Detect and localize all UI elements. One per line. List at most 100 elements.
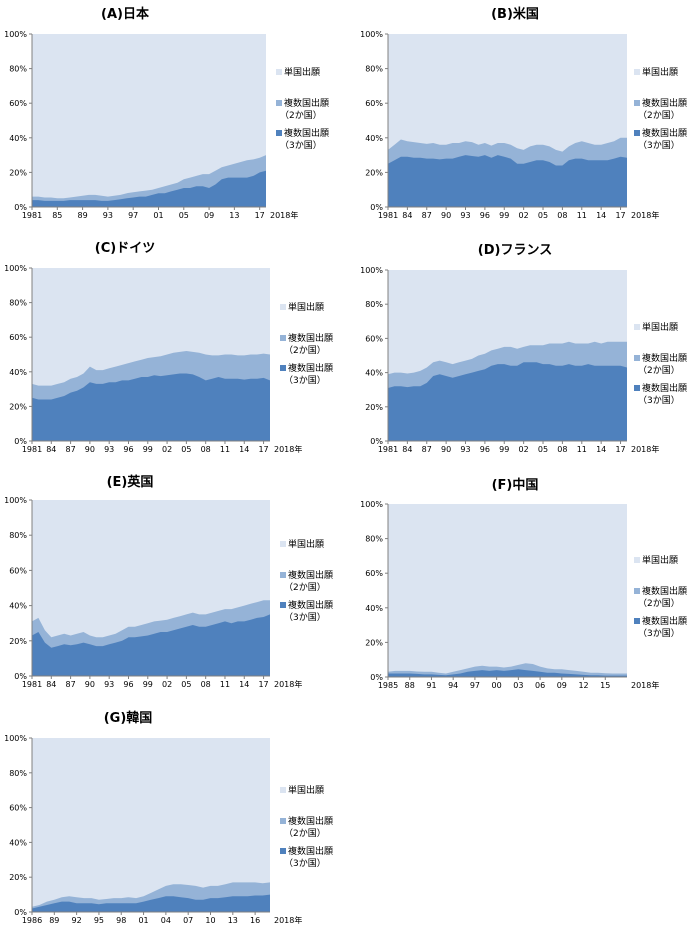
- x-tick-label: 1981: [378, 445, 398, 454]
- single-area: [388, 504, 627, 677]
- legend-swatch-single: [280, 787, 286, 793]
- legend-swatch-multi3: [634, 618, 640, 624]
- legend-swatch-multi3: [634, 385, 640, 391]
- x-tick-label: 02: [519, 445, 529, 454]
- x-tick-label: 87: [422, 211, 432, 220]
- series-multi2-area: [388, 663, 627, 677]
- x-tick-label: 06: [535, 681, 545, 690]
- x-tick-label: 08: [201, 445, 211, 454]
- x-tick-label: 08: [557, 445, 567, 454]
- y-tick-label: 20%: [365, 403, 383, 412]
- legend-swatch-single: [634, 69, 640, 75]
- x-tick-label: 14: [596, 211, 606, 220]
- x-tick-label: 07: [183, 916, 193, 925]
- x-tick-label: 99: [499, 211, 509, 220]
- x-tick-label: 08: [201, 680, 211, 689]
- y-tick-label: 100%: [4, 496, 27, 505]
- chart-title: (B)米国: [491, 6, 539, 22]
- y-tick-label: 60%: [365, 569, 383, 578]
- y-tick-label: 100%: [4, 30, 27, 39]
- y-tick-label: 60%: [365, 334, 383, 343]
- legend-multi2: 複数国出願: [288, 569, 333, 581]
- x-tick-label: 02: [162, 445, 172, 454]
- y-tick-label: 0%: [370, 437, 383, 446]
- legend-swatch-single: [276, 69, 282, 75]
- x-end-label: 2018年: [631, 210, 659, 220]
- x-tick-label: 11: [577, 211, 587, 220]
- x-tick-label: 87: [422, 445, 432, 454]
- legend-swatch-multi2: [634, 588, 640, 594]
- x-tick-label: 17: [615, 211, 625, 220]
- x-tick-label: 16: [250, 916, 260, 925]
- x-tick-label: 02: [162, 680, 172, 689]
- y-tick-label: 80%: [365, 300, 383, 309]
- x-tick-label: 89: [49, 916, 59, 925]
- y-tick-label: 0%: [370, 203, 383, 212]
- legend-multi2: 複数国出願: [288, 815, 333, 827]
- y-tick-label: 0%: [14, 203, 27, 212]
- y-tick-label: 20%: [9, 873, 27, 882]
- legend-multi3-sub: （3か国）: [284, 858, 326, 869]
- chart-panel-2: (C)ドイツ 0% 20% 40% 60% 80% 100% 1981 84 87 90 93 96 99…: [4, 241, 333, 454]
- x-tick-label: 93: [103, 211, 113, 220]
- x-tick-label: 99: [143, 680, 153, 689]
- x-end-label: 2018年: [274, 915, 302, 925]
- y-tick-label: 40%: [9, 134, 27, 143]
- legend-swatch-multi3: [280, 365, 286, 371]
- x-end-label: 2018年: [270, 210, 298, 220]
- x-tick-label: 14: [239, 680, 249, 689]
- x-tick-label: 90: [85, 445, 95, 454]
- y-tick-label: 40%: [365, 369, 383, 378]
- x-tick-label: 08: [557, 211, 567, 220]
- x-tick-label: 17: [615, 445, 625, 454]
- legend-single: 単国出願: [642, 321, 678, 333]
- legend-single: 単国出願: [284, 66, 320, 78]
- chart-title: (C)ドイツ: [95, 241, 155, 256]
- x-tick-label: 1981: [378, 211, 398, 220]
- x-tick-label: 05: [181, 680, 191, 689]
- x-tick-label: 99: [499, 445, 509, 454]
- x-tick-label: 93: [104, 680, 114, 689]
- series-multi3-area: [32, 894, 270, 912]
- x-tick-label: 04: [161, 916, 171, 925]
- x-tick-label: 1981: [22, 211, 42, 220]
- y-tick-label: 20%: [365, 638, 383, 647]
- legend-single: 単国出願: [288, 538, 324, 550]
- x-tick-label: 13: [228, 916, 238, 925]
- y-tick-label: 100%: [360, 500, 383, 509]
- y-tick-label: 60%: [365, 99, 383, 108]
- x-tick-label: 17: [255, 211, 265, 220]
- single-area: [32, 738, 270, 912]
- x-tick-label: 14: [239, 445, 249, 454]
- x-tick-label: 92: [72, 916, 82, 925]
- legend-swatch-multi3: [280, 602, 286, 608]
- y-tick-label: 40%: [365, 134, 383, 143]
- legend-swatch-single: [634, 557, 640, 563]
- legend-single: 単国出願: [288, 784, 324, 796]
- legend-multi2: 複数国出願: [642, 97, 687, 109]
- x-tick-label: 05: [538, 445, 548, 454]
- legend-single: 単国出願: [642, 66, 678, 78]
- x-tick-label: 11: [220, 680, 230, 689]
- chart-panel-6: (G)韓国 0% 20% 40% 60% 80% 100% 1986 89 92 95 98 01 04 0…: [4, 710, 333, 925]
- x-tick-label: 09: [557, 681, 567, 690]
- legend-swatch-single: [280, 541, 286, 547]
- legend-swatch-multi2: [280, 818, 286, 824]
- x-tick-label: 95: [94, 916, 104, 925]
- x-tick-label: 00: [492, 681, 502, 690]
- legend-swatch-multi2: [634, 355, 640, 361]
- y-tick-label: 0%: [14, 672, 27, 681]
- x-tick-label: 12: [578, 681, 588, 690]
- legend-multi2: 複数国出願: [284, 97, 329, 109]
- legend-multi2: 複数国出願: [642, 585, 687, 597]
- x-tick-label: 87: [66, 680, 76, 689]
- x-tick-label: 93: [104, 445, 114, 454]
- x-tick-label: 01: [153, 211, 163, 220]
- chart-title: (A)日本: [101, 6, 149, 22]
